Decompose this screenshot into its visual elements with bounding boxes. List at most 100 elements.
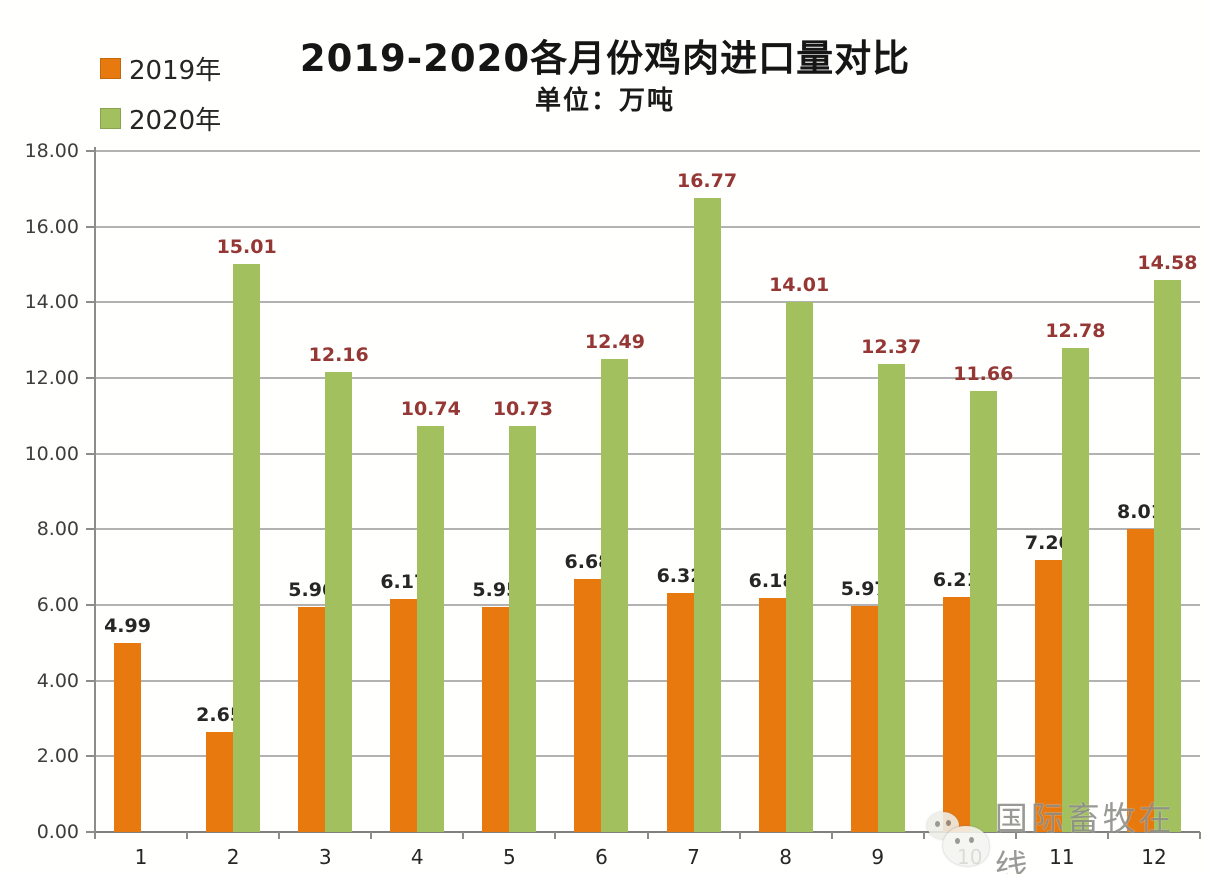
y-axis-tick [86, 528, 94, 531]
y-axis-tick [86, 225, 94, 228]
bar-value-label: 5.96 [288, 578, 336, 601]
chart-title: 2019-2020各月份鸡肉进口量对比 [299, 37, 911, 80]
y-axis-label: 8.00 [36, 518, 79, 541]
watermark-text: 国际畜牧在线 [994, 799, 1175, 874]
y-axis-tick [86, 452, 94, 455]
x-axis-tick [462, 832, 465, 839]
gridline [95, 225, 1200, 228]
x-axis-label: 2 [226, 845, 240, 869]
bar-2019年-month-12 [1126, 528, 1154, 832]
y-axis-tick [86, 377, 94, 379]
bar-value-label: 6.18 [748, 570, 796, 593]
bar-2019年-month-2 [206, 731, 234, 832]
bar-value-label: 4.99 [104, 615, 151, 638]
x-axis-tick [646, 832, 649, 839]
y-axis-tick [86, 604, 94, 606]
bar-2019年-month-7 [666, 592, 694, 832]
y-axis-tick [86, 150, 94, 152]
x-axis-tick [370, 832, 373, 839]
bar-value-label: 6.21 [932, 569, 980, 592]
bar-value-label: 14.01 [769, 273, 830, 296]
legend: 2019年 2020年 [100, 50, 221, 150]
x-axis-label: 3 [318, 845, 332, 869]
bar-value-label: 2.65 [196, 703, 244, 726]
bar-2019年-month-4 [390, 598, 418, 832]
y-axis-label: 4.00 [36, 669, 79, 692]
bar-2020年-month-8 [785, 301, 813, 832]
bar-value-label: 12.78 [1045, 320, 1106, 343]
legend-item-2019: 2019年 [100, 50, 221, 87]
watermark: 国际畜牧在线 [925, 792, 1210, 874]
wechat-bubble-big [943, 826, 989, 866]
x-axis-label: 4 [410, 845, 424, 869]
y-axis-label: 0.00 [36, 821, 79, 843]
y-axis-label: 6.00 [36, 594, 79, 616]
y-axis-tick [86, 679, 94, 682]
bar-value-label: 15.01 [216, 236, 277, 259]
bar-2020年-month-11 [1061, 348, 1089, 832]
x-axis-tick [1106, 832, 1109, 839]
x-axis-tick [94, 832, 96, 839]
x-axis-label: 6 [595, 845, 608, 869]
bar-2019年-month-6 [574, 579, 602, 832]
bar-value-label: 8.01 [1117, 500, 1164, 523]
y-axis-label: 18.00 [24, 140, 79, 162]
bar-2019年-month-11 [1034, 559, 1062, 832]
x-axis-label: 9 [871, 845, 885, 869]
bar-value-label: 5.95 [472, 578, 520, 601]
y-axis-label: 10.00 [24, 442, 79, 465]
gridline [95, 301, 1200, 304]
x-axis-tick [278, 832, 281, 839]
bar-2020年-month-2 [233, 264, 261, 832]
bar-value-label: 16.77 [676, 169, 738, 192]
bar-2019年-month-5 [482, 606, 510, 832]
bar-2019年-month-9 [850, 606, 878, 832]
bar-2019年-month-8 [758, 598, 786, 832]
y-axis-label: 12.00 [24, 367, 79, 389]
x-axis-tick [1014, 832, 1017, 839]
x-axis-tick [186, 832, 189, 839]
x-axis-label: 8 [779, 845, 792, 869]
bar-value-label: 6.17 [380, 570, 428, 593]
y-axis-label: 2.00 [36, 745, 79, 768]
gridline [95, 755, 1200, 758]
x-axis-tick [738, 832, 741, 839]
bar-value-label: 7.20 [1024, 531, 1072, 554]
bar-value-label: 12.37 [861, 336, 922, 358]
bar-2020年-month-7 [693, 197, 721, 832]
bar-value-label: 5.97 [840, 578, 888, 601]
bar-2019年-month-3 [298, 606, 326, 832]
bar-value-label: 10.74 [400, 397, 461, 420]
y-axis-tick [86, 301, 94, 304]
legend-label-2020: 2020年 [129, 106, 222, 136]
legend-item-2020: 2020年 [100, 100, 221, 137]
bar-2020年-month-3 [325, 371, 353, 832]
bar-2020年-month-6 [601, 359, 629, 832]
x-axis-label: 5 [503, 845, 516, 869]
bar-2019年-month-10 [942, 597, 970, 832]
legend-label-2019: 2019年 [129, 56, 222, 86]
bar-2020年-month-9 [877, 364, 905, 832]
x-axis-label: 12 [1141, 845, 1167, 869]
wechat-logo-icon [925, 810, 991, 870]
x-axis-label: 11 [1049, 845, 1075, 869]
y-axis-tick [86, 755, 94, 758]
bar-2020年-month-12 [1153, 280, 1181, 832]
y-axis-label: 16.00 [24, 215, 79, 238]
y-axis-label: 14.00 [24, 291, 79, 314]
gridline [95, 679, 1200, 682]
bar-2020年-month-10 [969, 390, 997, 832]
bar-value-label: 12.49 [584, 331, 646, 354]
legend-swatch-2019 [100, 58, 121, 79]
gridline [95, 377, 1200, 379]
bar-value-label: 6.32 [656, 564, 704, 587]
y-axis-tick [86, 831, 94, 833]
legend-swatch-2020 [100, 108, 121, 129]
gridline [95, 528, 1200, 531]
gridline [95, 452, 1200, 455]
x-axis-tick [922, 832, 925, 839]
bar-value-label: 10.73 [492, 398, 553, 421]
gridline [95, 604, 1200, 606]
bar-2020年-month-5 [509, 426, 537, 832]
